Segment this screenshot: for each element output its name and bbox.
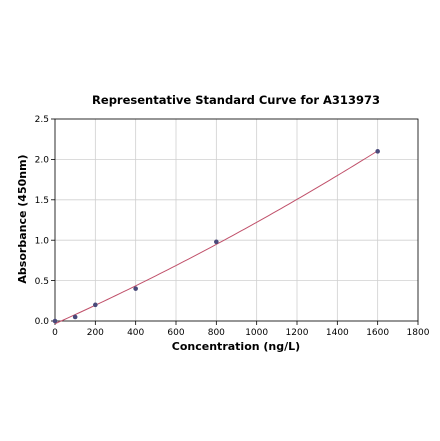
x-tick-label: 1400 [326,328,349,338]
x-tick-label: 1600 [366,328,389,338]
x-axis-label: Concentration (ng/L) [172,340,300,353]
data-point [214,239,219,245]
x-tick-label: 200 [87,328,104,338]
data-point [93,302,98,308]
data-points [52,149,380,324]
x-tick-label: 1000 [245,328,268,338]
y-tick-label: 2.0 [35,156,50,166]
data-point [375,149,380,154]
y-tick-label: 1.5 [35,196,49,206]
grid [54,118,419,322]
y-axis: 0.0 0.5 1.0 1.5 2.0 2.5 [35,115,55,327]
y-tick-label: 0.0 [35,317,50,327]
x-tick-label: 0 [52,328,58,338]
x-tick-label: 800 [208,328,225,338]
data-point [52,318,58,324]
y-axis-label: Absorbance (450nm) [16,154,29,283]
x-tick-label: 1800 [407,328,430,338]
x-tick-label: 600 [167,328,184,338]
fit-curve [54,150,378,325]
x-axis: 0 200 400 600 800 1000 1200 1400 1600 1800 [52,321,430,338]
plot-frame [54,118,419,322]
y-tick-label: 0.5 [35,277,49,287]
chart-title: Representative Standard Curve for A31397… [92,93,380,107]
y-tick-label: 1.0 [35,236,50,246]
data-point [133,286,138,291]
x-tick-label: 400 [127,328,144,338]
data-point [72,314,78,320]
y-tick-label: 2.5 [35,115,49,125]
x-tick-label: 1200 [286,328,309,338]
